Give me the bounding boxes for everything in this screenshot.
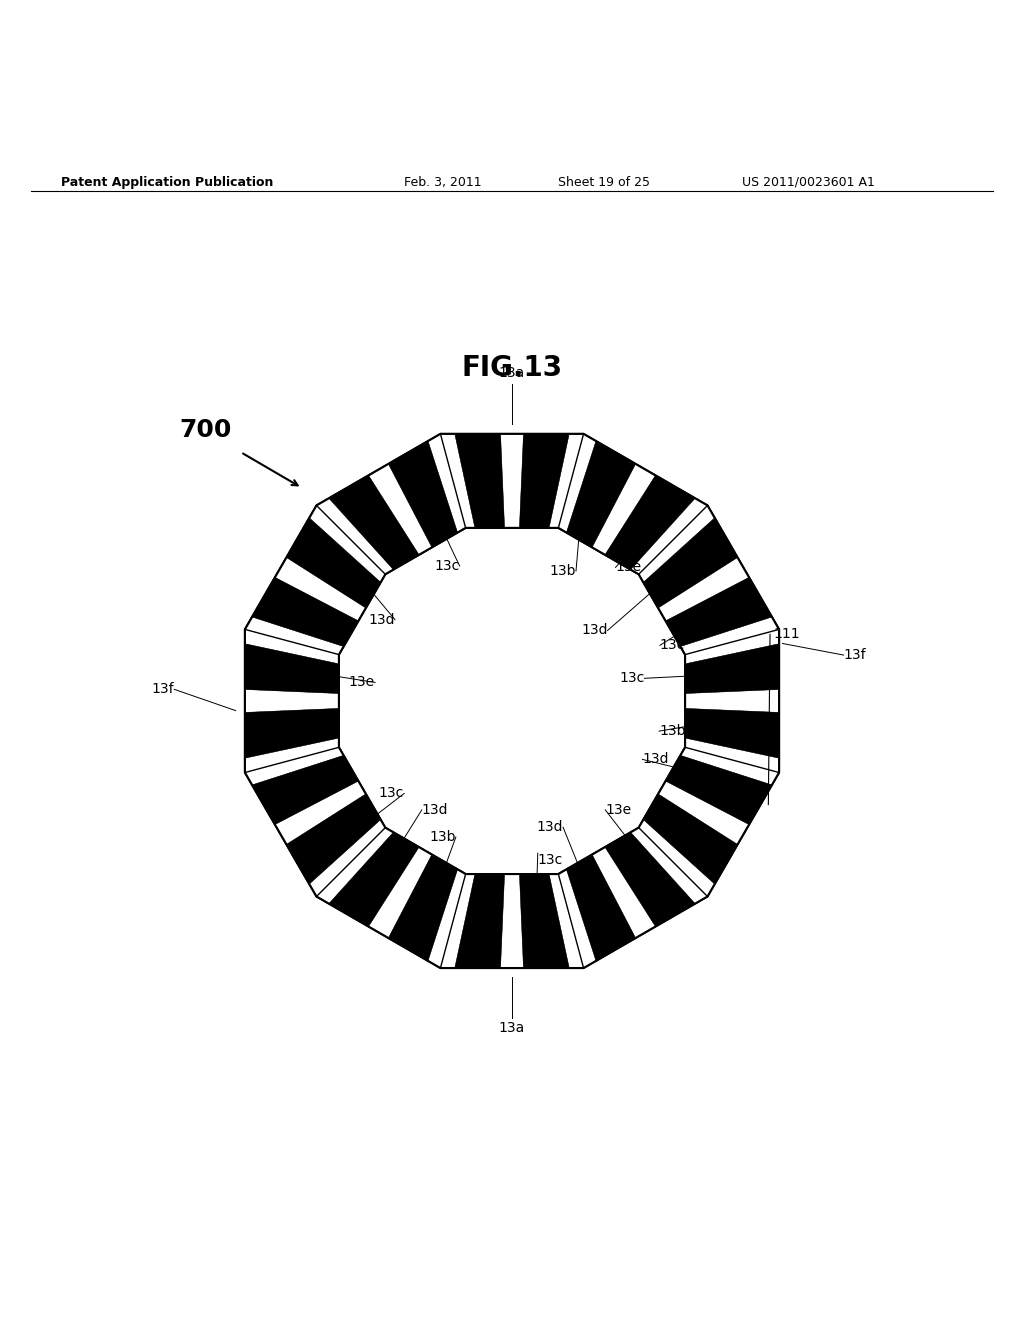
Text: 13e: 13e [605,803,632,817]
Polygon shape [287,793,381,884]
Polygon shape [592,847,655,939]
Polygon shape [639,820,715,896]
Polygon shape [658,557,749,620]
Polygon shape [605,833,695,927]
Polygon shape [245,644,339,693]
Polygon shape [287,517,381,609]
Polygon shape [592,463,655,554]
Text: 13e: 13e [349,676,375,689]
Text: 13c: 13c [379,787,404,800]
Polygon shape [252,755,358,825]
Text: 111: 111 [773,627,800,642]
Polygon shape [245,709,339,758]
Polygon shape [643,793,737,884]
Polygon shape [501,434,523,528]
Polygon shape [245,630,339,664]
Polygon shape [549,434,584,528]
Polygon shape [685,630,779,664]
Polygon shape [566,854,636,961]
Polygon shape [558,434,596,532]
Polygon shape [558,870,596,968]
Polygon shape [252,577,358,647]
Polygon shape [685,738,779,772]
Text: 700: 700 [179,417,231,442]
Text: 13c: 13c [659,639,685,652]
Polygon shape [549,874,584,968]
Text: Sheet 19 of 25: Sheet 19 of 25 [558,176,650,189]
Text: 13a: 13a [499,1022,525,1035]
Text: Patent Application Publication: Patent Application Publication [61,176,273,189]
Polygon shape [275,781,366,845]
Polygon shape [685,709,779,758]
Polygon shape [369,463,432,554]
Polygon shape [388,441,458,548]
Text: 13d: 13d [422,803,449,817]
Polygon shape [639,506,715,582]
Polygon shape [631,499,708,574]
Text: 13d: 13d [369,612,395,627]
Text: 13a: 13a [499,367,525,380]
Polygon shape [329,475,419,570]
Text: FIG.13: FIG.13 [462,354,562,383]
Text: 13c: 13c [434,558,460,573]
Polygon shape [666,755,772,825]
Polygon shape [428,870,466,968]
Polygon shape [658,781,749,845]
Text: 13b: 13b [659,725,686,738]
Polygon shape [245,616,343,655]
Text: 13b: 13b [429,830,456,843]
Polygon shape [388,854,458,961]
Polygon shape [685,689,779,713]
Polygon shape [519,874,569,968]
Polygon shape [666,577,772,647]
Polygon shape [309,820,385,896]
Polygon shape [501,874,523,968]
Text: 13e: 13e [615,561,642,574]
Polygon shape [681,616,779,655]
Text: 13d: 13d [537,820,563,834]
Text: 13d: 13d [642,752,669,767]
Polygon shape [245,747,343,785]
Text: 13d: 13d [581,623,607,638]
Polygon shape [440,874,475,968]
Polygon shape [455,434,505,528]
Text: 13b: 13b [550,564,575,578]
Polygon shape [339,528,685,874]
Polygon shape [631,828,708,904]
Polygon shape [685,644,779,693]
Text: 13c: 13c [538,853,563,867]
Text: Feb. 3, 2011: Feb. 3, 2011 [404,176,482,189]
Polygon shape [605,475,695,570]
Polygon shape [275,557,366,620]
Text: 13f: 13f [152,682,174,697]
Polygon shape [643,517,737,609]
Polygon shape [455,874,505,968]
Polygon shape [369,847,432,939]
Polygon shape [566,441,636,548]
Polygon shape [519,434,569,528]
Polygon shape [245,738,339,772]
Text: 13f: 13f [844,648,866,663]
Polygon shape [428,434,466,532]
Polygon shape [309,506,385,582]
Polygon shape [245,689,339,713]
Polygon shape [245,434,779,968]
Polygon shape [316,828,393,904]
Text: US 2011/0023601 A1: US 2011/0023601 A1 [742,176,876,189]
Polygon shape [316,499,393,574]
Text: 13c: 13c [620,672,644,685]
Polygon shape [440,434,475,528]
Polygon shape [329,833,419,927]
Polygon shape [681,747,779,785]
